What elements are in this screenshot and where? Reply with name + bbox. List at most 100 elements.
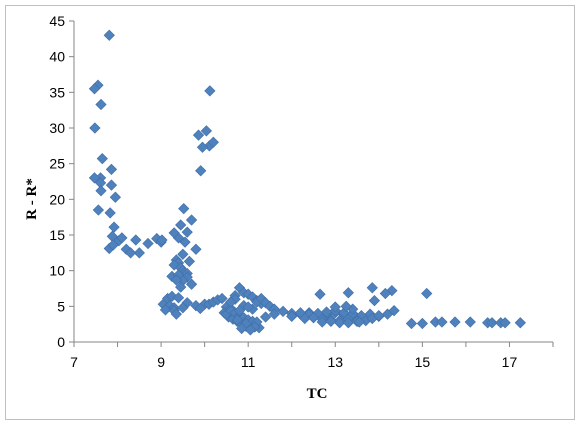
data-point xyxy=(95,185,107,197)
y-tick-label: 15 xyxy=(49,227,65,243)
data-point xyxy=(342,287,354,299)
data-point xyxy=(353,316,365,328)
data-point xyxy=(133,247,145,259)
data-point xyxy=(130,234,142,246)
data-point xyxy=(436,316,448,328)
data-point xyxy=(405,317,418,330)
data-point xyxy=(242,301,254,313)
data-point xyxy=(499,317,511,329)
data-point xyxy=(195,165,207,177)
data-point xyxy=(421,287,433,300)
data-point xyxy=(156,234,168,246)
data-point xyxy=(96,153,108,165)
data-point xyxy=(168,227,180,239)
data-point xyxy=(181,226,193,238)
data-point xyxy=(177,248,189,260)
x-tick-label: 13 xyxy=(327,354,343,370)
y-axis: 0 5 10 15 20 25 30 35 40 45 xyxy=(49,13,75,350)
x-axis-title: TC xyxy=(307,386,328,402)
data-point xyxy=(388,304,400,317)
data-point xyxy=(196,141,209,153)
data-point xyxy=(207,136,219,148)
y-axis-title: R - R* xyxy=(24,178,40,220)
data-point xyxy=(259,311,272,323)
data-points xyxy=(88,29,526,336)
data-point xyxy=(177,302,189,314)
data-point xyxy=(170,308,182,320)
data-point xyxy=(104,207,116,219)
data-point xyxy=(366,282,378,294)
data-point xyxy=(216,292,228,305)
data-point xyxy=(88,172,101,184)
data-point xyxy=(286,310,298,322)
data-point xyxy=(175,219,187,231)
data-point xyxy=(268,308,280,320)
data-point xyxy=(449,316,461,328)
data-point xyxy=(329,301,341,313)
data-point xyxy=(179,236,191,248)
x-tick-label: 7 xyxy=(70,354,78,370)
data-point xyxy=(486,317,498,329)
data-point xyxy=(105,163,118,175)
data-point xyxy=(368,295,381,307)
data-point xyxy=(233,304,246,317)
data-point xyxy=(108,221,120,233)
data-point xyxy=(185,214,198,226)
data-point xyxy=(92,204,105,216)
data-point xyxy=(89,122,101,134)
data-point xyxy=(142,237,154,250)
y-tick-label: 20 xyxy=(49,191,65,207)
y-tick-label: 35 xyxy=(49,84,65,100)
data-point xyxy=(200,125,213,137)
data-point xyxy=(416,317,428,330)
data-point xyxy=(225,296,237,308)
data-point xyxy=(159,304,172,316)
data-point xyxy=(204,85,216,97)
data-point xyxy=(340,300,352,312)
data-point xyxy=(192,129,205,141)
y-tick-label: 5 xyxy=(57,298,65,314)
data-point xyxy=(172,292,185,304)
x-tick-label: 17 xyxy=(502,354,518,370)
data-point xyxy=(316,316,328,328)
data-point xyxy=(185,278,198,290)
data-point xyxy=(277,305,289,317)
data-point xyxy=(325,315,337,327)
data-point xyxy=(373,309,385,322)
y-tick-label: 45 xyxy=(49,13,65,29)
data-point xyxy=(95,98,107,111)
data-point xyxy=(105,179,118,191)
y-tick-label: 25 xyxy=(49,156,65,172)
data-point xyxy=(236,322,248,335)
x-tick-label: 11 xyxy=(241,354,256,370)
x-axis: 7 9 11 13 15 17 xyxy=(70,341,554,370)
data-point xyxy=(109,191,121,203)
data-point xyxy=(190,243,202,255)
data-point xyxy=(307,312,320,324)
data-point xyxy=(244,324,256,336)
y-tick-label: 30 xyxy=(49,120,65,136)
data-point xyxy=(107,239,119,251)
data-point xyxy=(379,287,391,300)
data-point xyxy=(175,281,187,293)
data-point xyxy=(514,317,526,329)
data-point xyxy=(464,316,476,328)
data-point xyxy=(116,232,128,244)
data-point xyxy=(103,29,115,41)
y-tick-label: 10 xyxy=(49,263,65,279)
data-point xyxy=(299,312,311,325)
data-point xyxy=(124,247,137,259)
data-point xyxy=(231,314,243,326)
data-point xyxy=(314,288,326,300)
x-tick-label: 9 xyxy=(157,354,165,370)
data-point xyxy=(168,259,180,271)
data-point xyxy=(88,83,101,95)
data-point xyxy=(178,202,190,215)
data-point xyxy=(334,317,346,329)
data-point xyxy=(170,274,182,286)
data-point xyxy=(194,302,206,315)
data-point xyxy=(183,255,196,268)
y-tick-label: 40 xyxy=(49,49,65,65)
x-tick-label: 15 xyxy=(415,354,431,370)
